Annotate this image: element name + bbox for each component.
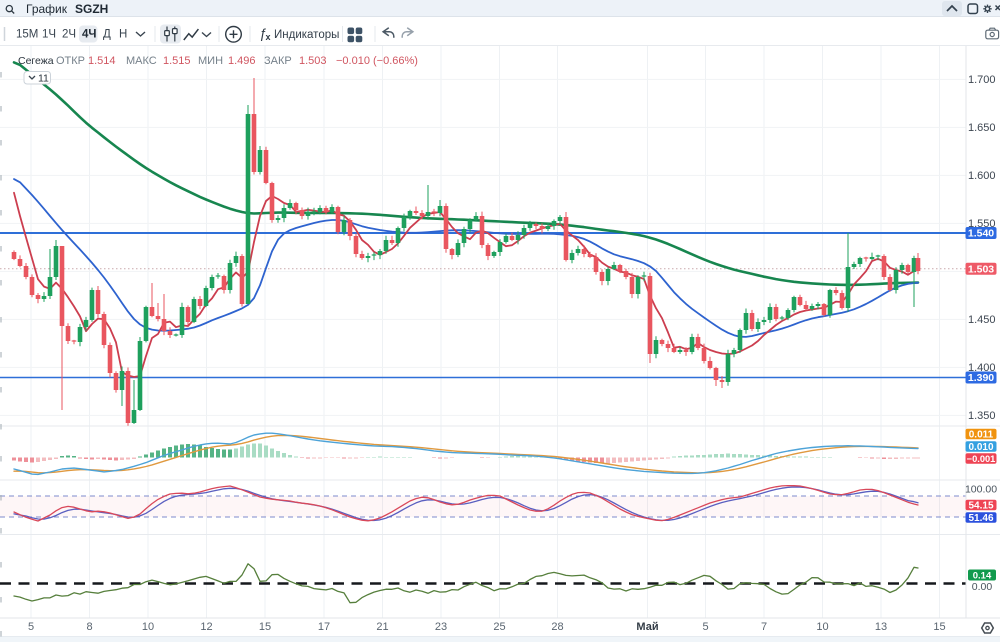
svg-text:Индикаторы: Индикаторы [274,29,339,41]
svg-text:1.503: 1.503 [299,55,327,67]
svg-text:1.650: 1.650 [968,122,996,134]
svg-text:−0.001: −0.001 [967,454,996,464]
svg-text:17: 17 [318,621,330,633]
svg-text:15М: 15М [16,29,38,41]
svg-text:0.14: 0.14 [973,571,992,582]
svg-text:11: 11 [38,73,49,85]
svg-text:13: 13 [875,621,887,633]
svg-text:ОТКР: ОТКР [56,55,85,67]
svg-text:ƒ: ƒ [259,26,267,41]
svg-text:0.011: 0.011 [969,430,994,441]
svg-text:1.450: 1.450 [968,314,996,326]
svg-text:28: 28 [551,621,563,633]
svg-text:4Ч: 4Ч [82,29,96,41]
svg-text:1.540: 1.540 [968,228,994,240]
svg-text:ЗАКР: ЗАКР [264,55,292,67]
svg-text:2Ч: 2Ч [62,29,76,41]
svg-text:0.010: 0.010 [968,442,993,453]
svg-text:25: 25 [493,621,505,633]
svg-text:SGZH: SGZH [75,2,108,16]
svg-text:1.390: 1.390 [968,372,994,384]
svg-text:График: График [26,2,68,16]
svg-text:Н: Н [119,29,127,41]
svg-text:5: 5 [702,621,708,633]
svg-text:10: 10 [816,621,828,633]
svg-text:1.400: 1.400 [968,362,996,374]
svg-text:15: 15 [259,621,271,633]
svg-text:МИН: МИН [198,55,223,67]
svg-text:23: 23 [435,621,447,633]
svg-text:1.600: 1.600 [968,170,996,182]
svg-text:1Ч: 1Ч [42,29,56,41]
svg-text:−0.010 (−0.66%): −0.010 (−0.66%) [336,55,418,67]
svg-text:1.514: 1.514 [88,55,116,67]
svg-text:21: 21 [376,621,388,633]
svg-text:Май: Май [636,621,658,633]
svg-text:1.515: 1.515 [163,55,191,67]
svg-text:Сегежа: Сегежа [18,55,54,67]
svg-text:100.00: 100.00 [965,484,997,496]
svg-text:x: x [266,32,271,42]
svg-text:8: 8 [86,621,92,633]
svg-text:54.15: 54.15 [968,501,993,512]
svg-text:10: 10 [142,621,154,633]
svg-text:1.350: 1.350 [968,410,996,422]
svg-text:0.00: 0.00 [972,581,993,593]
svg-text:51.46: 51.46 [968,513,993,524]
svg-text:Д: Д [103,29,111,41]
svg-text:1.700: 1.700 [968,74,996,86]
svg-text:1.496: 1.496 [228,55,256,67]
svg-text:15: 15 [933,621,945,633]
svg-text:1.503: 1.503 [968,263,994,275]
svg-text:5: 5 [28,621,34,633]
svg-text:12: 12 [200,621,212,633]
svg-text:7: 7 [761,621,767,633]
svg-text:МАКС: МАКС [126,55,157,67]
